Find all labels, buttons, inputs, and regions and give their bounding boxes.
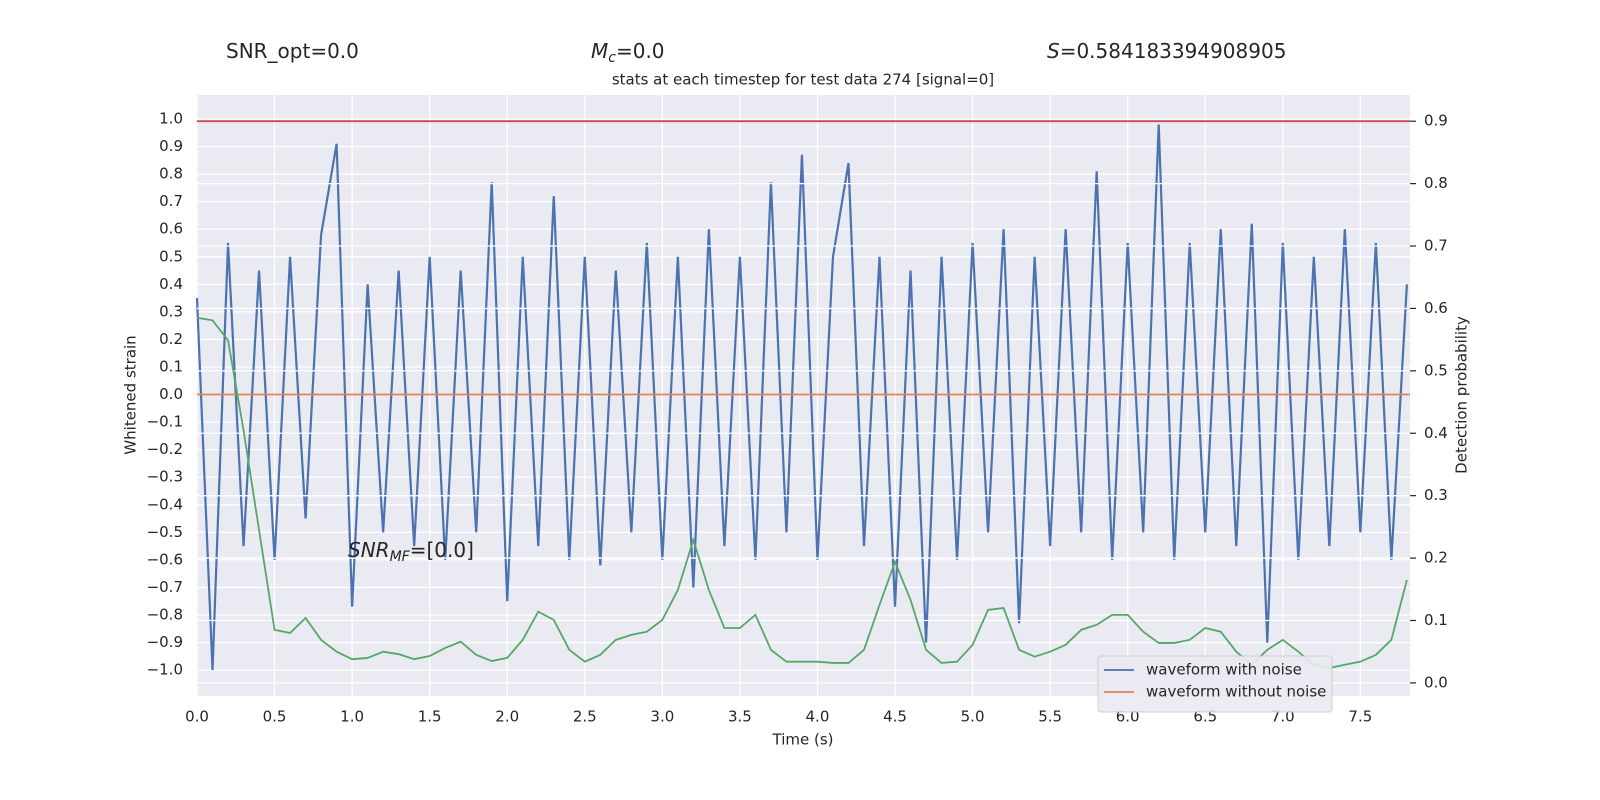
y-tick-label: 0.0 bbox=[159, 385, 183, 403]
annotation-part: =0.584183394908905 bbox=[1060, 39, 1287, 63]
y-axis-label: Whitened strain bbox=[122, 335, 140, 454]
annotation-part: M bbox=[591, 39, 608, 63]
series-line bbox=[196, 316, 1408, 669]
legend-label: waveform without noise bbox=[1146, 683, 1326, 701]
annotation-part: c bbox=[608, 50, 616, 66]
y2-tick-label: 0.0 bbox=[1424, 673, 1448, 691]
y-tick-label: 0.7 bbox=[159, 192, 183, 210]
y-tick-label: −0.4 bbox=[147, 495, 183, 513]
y-tick-label: 0.6 bbox=[159, 220, 183, 238]
legend-label: waveform with noise bbox=[1146, 661, 1302, 679]
annotation-part: SNR_opt=0.0 bbox=[226, 39, 359, 63]
y-tick-label: 0.5 bbox=[159, 247, 183, 265]
y2-axis-label: Detection probability bbox=[1453, 316, 1471, 474]
y2-tick-label: 0.9 bbox=[1424, 112, 1448, 130]
annotation-part: S bbox=[1047, 39, 1060, 63]
y-tick-label: 0.2 bbox=[159, 330, 183, 348]
y-tick-label: −1.0 bbox=[147, 661, 183, 679]
legend-box bbox=[1097, 655, 1333, 713]
y-tick-label: 0.3 bbox=[159, 302, 183, 320]
y2-tick-label: 0.4 bbox=[1424, 424, 1448, 442]
y-tick-label: −0.9 bbox=[147, 633, 183, 651]
y-tick-label: 0.8 bbox=[159, 165, 183, 183]
y-tick-label: −0.1 bbox=[147, 413, 183, 431]
y-tick-label: 1.0 bbox=[159, 109, 183, 127]
annotation: SNR_opt=0.0 bbox=[226, 39, 359, 63]
y-tick-label: −0.7 bbox=[147, 578, 183, 596]
annotation-part: =[0.0] bbox=[410, 538, 474, 562]
chart-title: stats at each timestep for test data 274… bbox=[612, 71, 994, 89]
x-axis-label: Time (s) bbox=[772, 731, 834, 749]
x-tick-label: 2.0 bbox=[495, 708, 519, 726]
y2-tick-label: 0.6 bbox=[1424, 299, 1448, 317]
y2-tick-label: 0.8 bbox=[1424, 174, 1448, 192]
y-tick-label: −0.8 bbox=[147, 605, 183, 623]
x-tick-label: 3.5 bbox=[728, 708, 752, 726]
annotation: S=0.584183394908905 bbox=[1047, 39, 1286, 63]
y-tick-label: −0.2 bbox=[147, 440, 183, 458]
y2-tick-label: 0.2 bbox=[1424, 549, 1448, 567]
x-tick-label: 5.5 bbox=[1038, 708, 1062, 726]
annotation: SNRMF=[0.0] bbox=[348, 538, 474, 566]
x-tick-label: 0.0 bbox=[185, 708, 209, 726]
x-tick-label: 2.5 bbox=[573, 708, 597, 726]
annotation: Mc=0.0 bbox=[591, 39, 665, 67]
y2-tick-label: 0.7 bbox=[1424, 237, 1448, 255]
x-tick-label: 3.0 bbox=[650, 708, 674, 726]
y-tick-label: −0.3 bbox=[147, 468, 183, 486]
y2-tick-label: 0.3 bbox=[1424, 486, 1448, 504]
annotation-part: SNR bbox=[348, 538, 390, 562]
y2-tick-label: 0.1 bbox=[1424, 611, 1448, 629]
x-tick-label: 4.0 bbox=[806, 708, 830, 726]
y-tick-label: 0.1 bbox=[159, 357, 183, 375]
x-tick-label: 1.0 bbox=[340, 708, 364, 726]
x-tick-label: 0.5 bbox=[263, 708, 287, 726]
x-tick-label: 7.5 bbox=[1348, 708, 1372, 726]
annotation-part: =0.0 bbox=[616, 39, 665, 63]
annotation-part: MF bbox=[390, 549, 411, 565]
x-tick-label: 1.5 bbox=[418, 708, 442, 726]
x-tick-label: 4.5 bbox=[883, 708, 907, 726]
y-tick-label: 0.4 bbox=[159, 275, 183, 293]
y-tick-label: −0.5 bbox=[147, 523, 183, 541]
x-tick-label: 5.0 bbox=[961, 708, 985, 726]
y-tick-label: 0.9 bbox=[159, 137, 183, 155]
y-tick-label: −0.6 bbox=[147, 550, 183, 568]
series-line bbox=[195, 124, 1408, 671]
y2-tick-label: 0.5 bbox=[1424, 361, 1448, 379]
